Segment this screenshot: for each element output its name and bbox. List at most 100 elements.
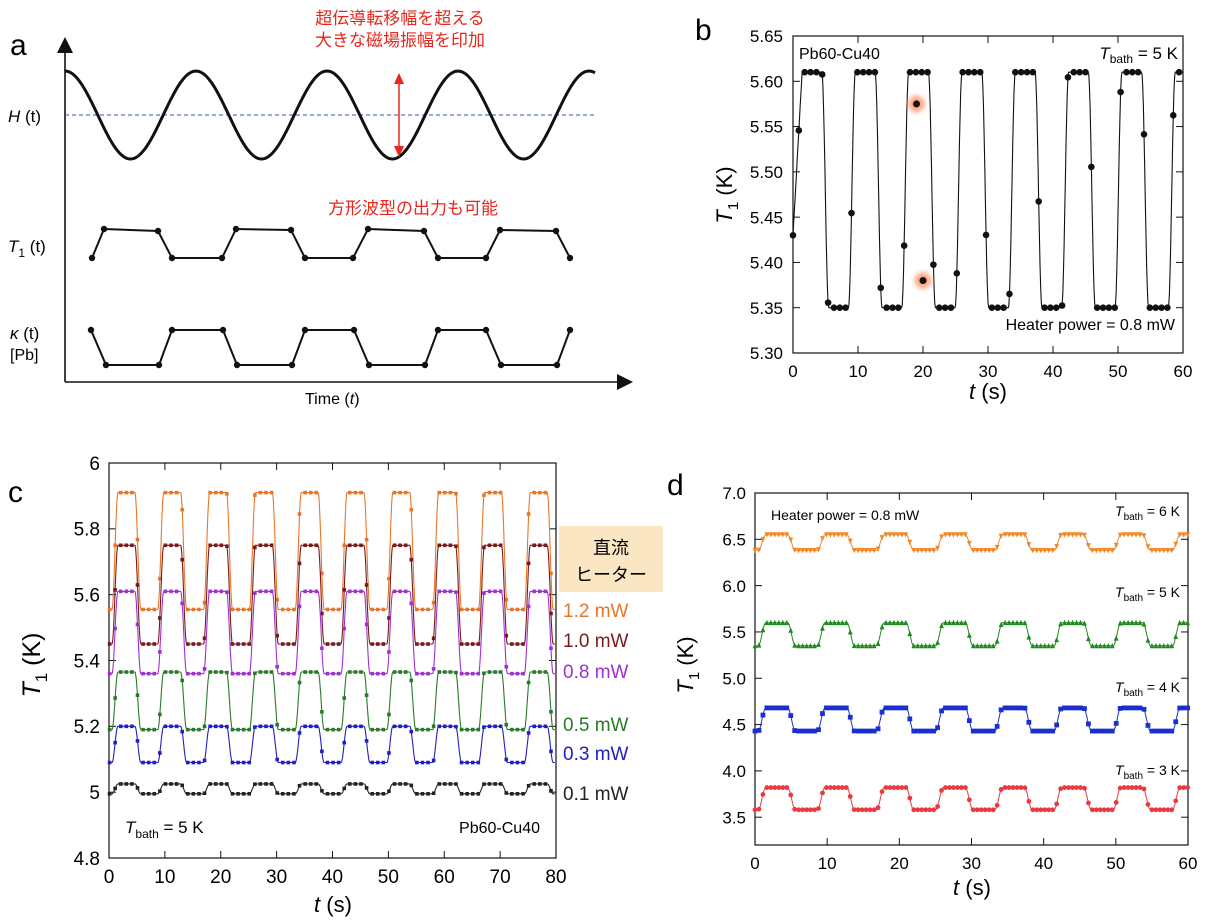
data-point — [879, 709, 885, 715]
panel-a-arrow-head-down — [394, 146, 404, 157]
data-point — [482, 591, 486, 595]
data-point — [839, 619, 845, 626]
data-point — [947, 785, 952, 790]
data-point — [935, 545, 940, 552]
data-point — [448, 670, 453, 674]
data-point — [197, 642, 201, 646]
data-point — [1177, 785, 1183, 791]
data-point — [275, 597, 279, 602]
data-point — [459, 760, 464, 765]
data-point — [760, 712, 766, 718]
data-point — [443, 782, 447, 786]
data-point — [113, 543, 117, 548]
data-point — [381, 760, 386, 765]
t1-wave-point — [88, 254, 96, 262]
data-point — [962, 705, 968, 711]
data-point — [331, 607, 335, 612]
data-point — [381, 792, 386, 796]
data-point — [1113, 720, 1119, 726]
panel-a-t1-wave — [88, 225, 574, 262]
data-point — [420, 671, 425, 676]
x-tick-label: 0 — [788, 362, 797, 381]
data-point — [808, 548, 813, 554]
data-point — [1046, 548, 1052, 554]
data-point — [1058, 786, 1064, 792]
data-point — [437, 543, 442, 548]
data-point — [1054, 801, 1060, 807]
data-point — [831, 619, 837, 626]
data-point — [752, 548, 758, 554]
data-point — [403, 490, 408, 495]
data-point — [923, 642, 929, 649]
data-point — [370, 671, 374, 676]
data-point — [348, 490, 352, 495]
data-point — [889, 304, 896, 312]
data-point — [409, 678, 414, 683]
x-tick-label: 70 — [490, 867, 511, 888]
data-point — [1088, 163, 1095, 171]
data-point — [1123, 68, 1130, 76]
data-point — [808, 642, 813, 649]
data-point — [867, 807, 873, 813]
data-point — [958, 705, 964, 711]
data-point — [895, 619, 901, 626]
kappa-wave-point — [155, 361, 163, 369]
data-point — [275, 722, 279, 727]
data-point — [982, 807, 988, 813]
data-point — [1149, 807, 1155, 813]
data-point — [891, 532, 897, 538]
data-point — [130, 589, 134, 594]
data-point — [359, 589, 363, 594]
data-point — [883, 619, 889, 626]
data-point — [871, 807, 877, 813]
data-point — [370, 727, 374, 732]
data-point — [325, 642, 330, 646]
data-point — [303, 543, 307, 548]
data-point — [871, 68, 879, 76]
data-point — [526, 561, 531, 566]
data-point — [1173, 541, 1179, 548]
data-point — [1113, 635, 1119, 641]
data-point — [1129, 532, 1135, 538]
data-point — [1006, 785, 1012, 790]
data-point — [532, 782, 537, 786]
data-point — [510, 727, 514, 732]
data-point — [454, 544, 458, 549]
data-point — [912, 68, 920, 76]
data-point — [348, 589, 352, 594]
data-point — [1109, 642, 1115, 649]
data-point — [269, 543, 274, 548]
data-point — [398, 543, 402, 548]
panel-a-annotation-top-1: 超伝導転移幅を超える — [315, 9, 485, 29]
panel-b: b 0 10 20 30 40 50 60 5.30 5.35 5.40 5.45 5.50 5.55 5… — [695, 14, 1192, 404]
data-point — [202, 636, 207, 641]
data-point — [919, 728, 925, 734]
data-point — [135, 583, 140, 587]
y-tick-label: 5.4 — [74, 651, 101, 672]
data-point — [982, 642, 988, 649]
data-point — [135, 693, 140, 697]
data-point — [152, 642, 157, 646]
data-point — [470, 642, 475, 646]
data-point — [788, 713, 794, 718]
data-point — [431, 600, 436, 605]
data-point — [107, 607, 112, 612]
data-point — [1153, 728, 1159, 734]
data-point — [409, 557, 414, 562]
data-point — [280, 760, 285, 765]
data-point — [420, 760, 425, 765]
data-point — [197, 607, 201, 612]
data-point — [812, 728, 817, 734]
data-point — [877, 284, 885, 292]
data-point — [225, 670, 229, 675]
data-point — [213, 782, 218, 786]
data-point — [510, 607, 514, 612]
data-point — [891, 705, 897, 711]
data-point — [437, 782, 442, 786]
data-point — [292, 607, 296, 612]
data-point — [247, 792, 252, 796]
data-point — [792, 547, 798, 553]
data-point — [364, 693, 369, 697]
data-point — [537, 490, 542, 495]
data-point — [923, 807, 929, 813]
